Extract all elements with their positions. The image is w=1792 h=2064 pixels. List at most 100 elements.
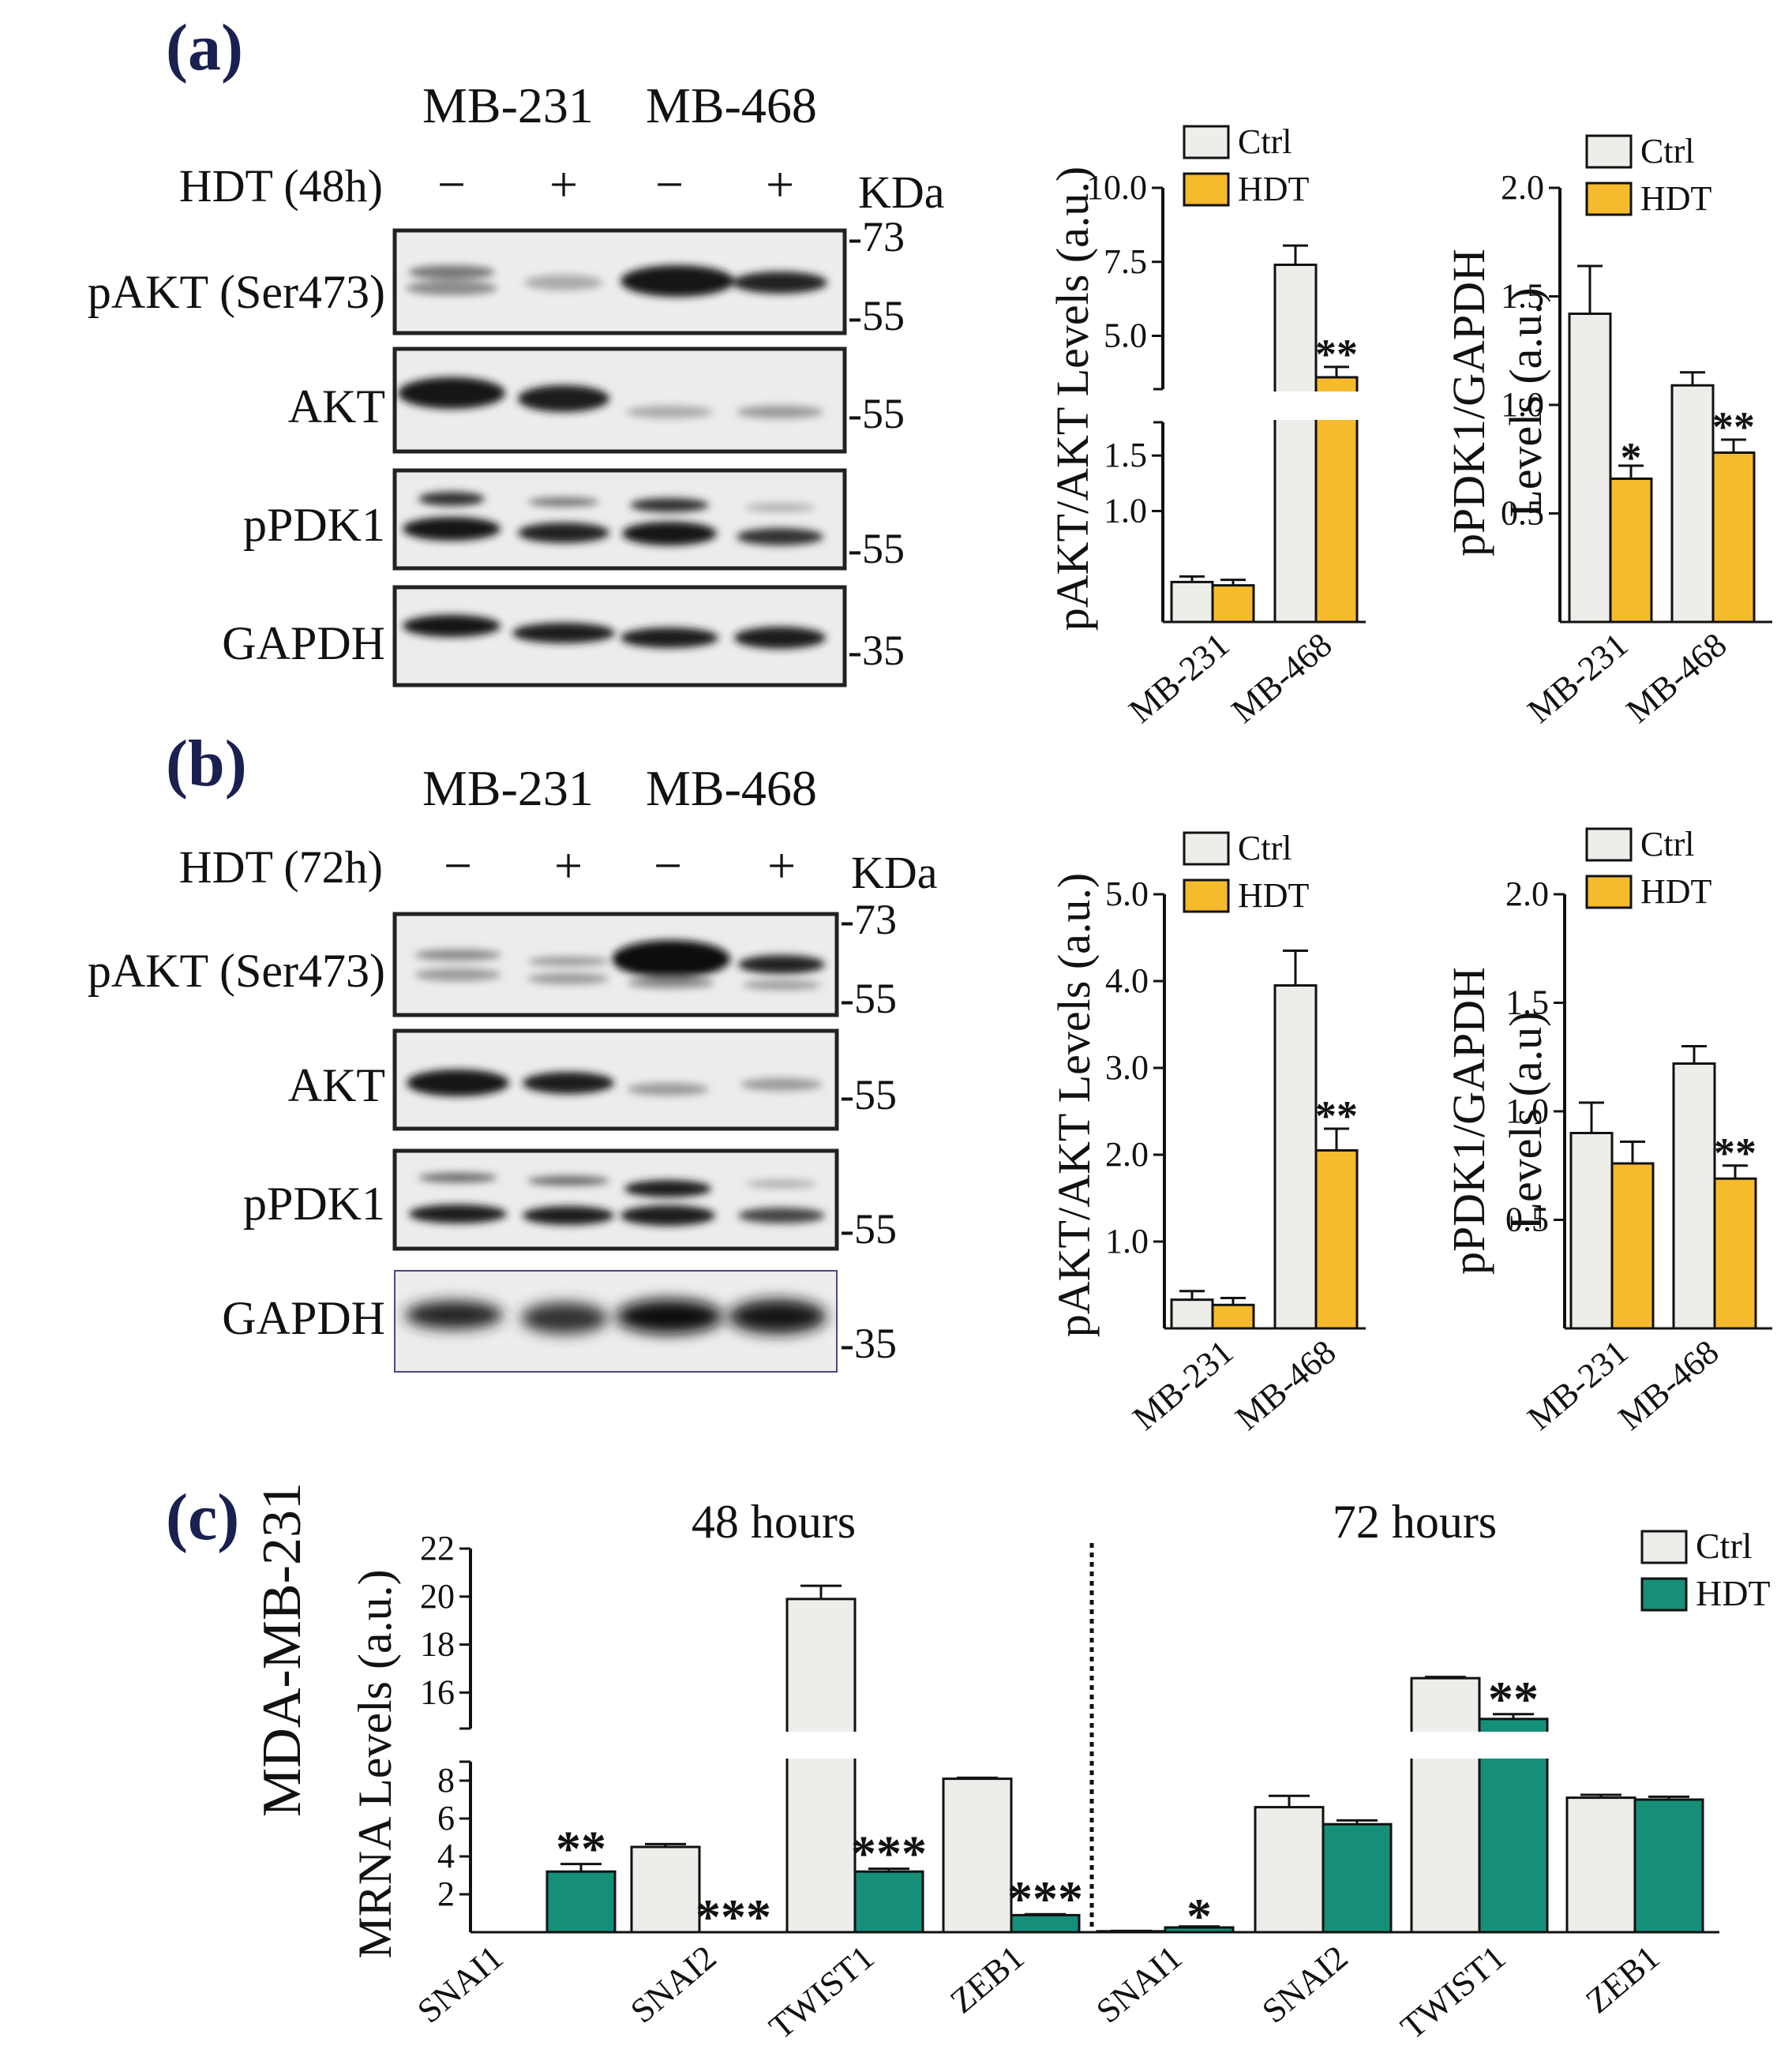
bar-ctrl [1565, 1796, 1636, 1934]
x-tick-label: ZEB1 [1578, 1938, 1666, 2021]
legend-swatch-ctrl [1640, 1530, 1688, 1564]
significance-marker: *** [1007, 1871, 1083, 1927]
bar-ctrl [1568, 313, 1612, 624]
blot-row-label: pAKT (Ser473) [88, 945, 385, 997]
bar-ctrl [630, 1845, 701, 1934]
blot-band [620, 265, 734, 297]
bar-hdt [1314, 1149, 1359, 1330]
kda-label: KDa [851, 847, 938, 898]
blot-band [406, 281, 497, 295]
kda-marker: -55 [840, 975, 897, 1022]
x-tick-label: MB-231 [1126, 1332, 1241, 1437]
cell-line-label: MB-468 [646, 77, 817, 133]
blot-band [624, 1180, 711, 1197]
lane-sign: − [655, 156, 684, 212]
x-tick-label: MB-231 [1520, 1332, 1636, 1437]
bar-hdt [1322, 1822, 1393, 1934]
blot-band [622, 522, 717, 545]
bar-ctrl [1672, 1062, 1716, 1330]
kda-marker: -55 [848, 292, 905, 339]
blot-band [630, 498, 709, 512]
lane-sign: − [444, 837, 472, 893]
y-tick-label: 0.5 [1501, 494, 1544, 533]
y-axis-label: Levels (a.u.) [1500, 287, 1551, 517]
lane-sign: − [437, 156, 466, 212]
kda-marker: -55 [840, 1205, 897, 1253]
kda-marker: -55 [848, 525, 905, 572]
bar-ctrl [1273, 984, 1318, 1330]
y-tick-label: 6 [437, 1799, 455, 1837]
y-tick-label: 22 [420, 1529, 455, 1568]
blot-band [414, 968, 501, 981]
legend-label: HDT [1238, 876, 1310, 915]
bar-ctrl [1170, 580, 1214, 624]
legend-label: HDT [1640, 872, 1712, 911]
treatment-label: HDT (48h) [179, 160, 383, 212]
y-tick-label: 1.5 [1104, 436, 1147, 474]
bar-hdt [1211, 1303, 1255, 1330]
kda-marker: -55 [848, 390, 905, 437]
x-tick-label: MB-468 [1224, 625, 1340, 730]
x-tick-label: MB-231 [1122, 625, 1237, 730]
y-tick-label: 5.0 [1104, 317, 1147, 355]
legend-label: HDT [1696, 1573, 1771, 1613]
legend-swatch-hdt [1640, 1577, 1688, 1612]
x-tick-label: MB-468 [1228, 1332, 1344, 1437]
blot-row-label: pPDK1 [243, 1178, 385, 1230]
blot-band [620, 627, 718, 648]
y-axis-label: Levels (a.u) [1500, 1012, 1551, 1231]
bar-hdt [1609, 478, 1653, 624]
y-tick-label: 8 [437, 1761, 455, 1800]
blot-box [392, 1148, 839, 1251]
panel-label-c: (c) [166, 1481, 239, 1554]
x-tick-label: SNAI2 [623, 1938, 723, 2031]
blot-row-label: pAKT (Ser473) [88, 266, 385, 318]
western-blot-b [392, 912, 839, 1373]
significance-marker: ** [1315, 331, 1358, 378]
y-tick-label: 4 [437, 1837, 455, 1875]
blot-band [627, 1083, 709, 1096]
legend-swatch-hdt [1183, 878, 1230, 913]
legend-swatch-ctrl [1183, 831, 1230, 866]
significance-marker: ** [556, 1821, 606, 1877]
y-tick-label: 20 [420, 1577, 455, 1616]
bar-hdt [1633, 1798, 1704, 1934]
y-tick-label: 1.0 [1104, 491, 1147, 530]
x-tick-label: SNAI1 [410, 1938, 510, 2031]
blot-band [628, 977, 714, 988]
blot-row-label: pPDK1 [243, 499, 385, 551]
blot-row-label: AKT [288, 1059, 385, 1111]
bar-hdt [1713, 1177, 1757, 1330]
legend-label: HDT [1238, 170, 1310, 208]
blot-band [737, 406, 823, 418]
significance-marker: *** [851, 1826, 927, 1882]
blot-band [527, 957, 609, 966]
legend-label: Ctrl [1238, 829, 1292, 867]
lane-sign: + [766, 156, 794, 212]
blot-band [518, 385, 609, 412]
kda-label: KDa [858, 167, 945, 218]
y-tick-label: 2.0 [1501, 168, 1544, 207]
lane-sign: + [554, 837, 583, 893]
kda-marker: -73 [840, 896, 897, 943]
x-tick-label: SNAI2 [1254, 1938, 1355, 2031]
y-tick-label: 18 [420, 1625, 455, 1664]
treatment-label: HDT (72h) [179, 841, 383, 893]
outer-ylabel: MDA-MB-231 [252, 1482, 313, 1817]
legend-label: Ctrl [1696, 1526, 1753, 1566]
panel-label-b: (b) [166, 727, 247, 800]
axis-break-gap [1407, 1732, 1557, 1759]
blot-band [512, 623, 615, 643]
blot-band [408, 265, 495, 279]
x-tick-label: TWIST1 [1393, 1938, 1513, 2047]
bar-ctrl [1410, 1676, 1481, 1934]
legend-swatch-ctrl [1183, 125, 1230, 159]
legend-swatch-hdt [1585, 875, 1633, 909]
bar-ctrl [1254, 1806, 1325, 1934]
bar-ctrl [1569, 1132, 1614, 1330]
